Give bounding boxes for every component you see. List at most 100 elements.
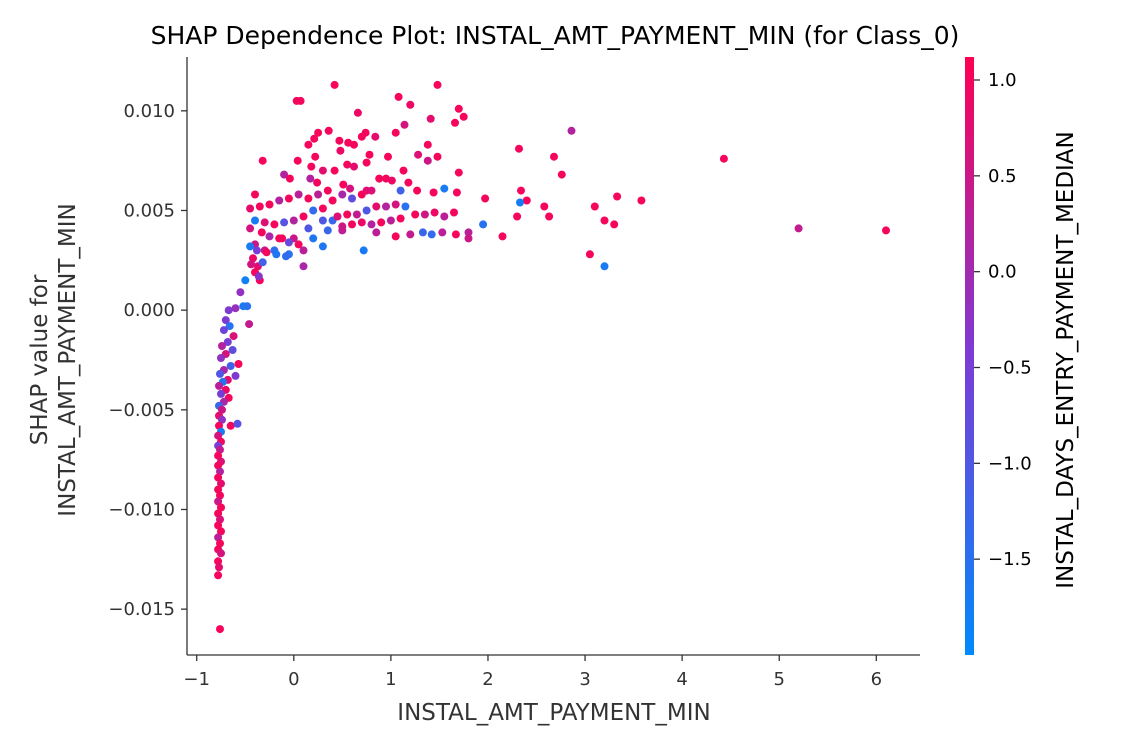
scatter-point-52 (306, 174, 315, 183)
scatter-point-15 (391, 128, 400, 137)
scatter-point-211 (217, 479, 225, 488)
scatter-point-49 (404, 178, 413, 187)
scatter-point-191 (217, 389, 225, 398)
scatter-point-4 (296, 96, 305, 105)
scatter-point-226 (214, 571, 223, 580)
scatter-point-62 (517, 186, 525, 195)
scatter-point-185 (216, 369, 224, 378)
scatter-point-75 (882, 226, 890, 235)
y-tick-label: 0.010 (123, 101, 175, 122)
scatter-point-113 (391, 200, 400, 209)
colorbar (965, 57, 974, 655)
scatter-point-152 (265, 232, 274, 241)
scatter-point-35 (362, 158, 371, 167)
scatter-point-11 (400, 120, 409, 129)
scatter-point-53 (313, 178, 322, 187)
scatter-point-219 (217, 527, 225, 536)
scatter-point-165 (254, 272, 263, 281)
scatter-point-67 (613, 192, 622, 201)
scatter-point-80 (464, 228, 473, 237)
scatter-point-115 (411, 210, 420, 219)
scatter-point-89 (372, 228, 381, 237)
scatter-point-195 (218, 405, 226, 414)
scatter-point-83 (438, 228, 447, 237)
scatter-point-227 (216, 625, 224, 634)
x-axis-label: INSTAL_AMT_PAYMENT_MIN (397, 700, 710, 726)
scatter-point-223 (217, 549, 225, 558)
scatter-point-13 (324, 126, 333, 135)
scatter-point-72 (600, 216, 609, 225)
scatter-point-33 (311, 152, 320, 161)
scatter-point-177 (223, 338, 232, 346)
scatter-point-148 (318, 204, 327, 213)
scatter-point-154 (284, 238, 293, 247)
scatter-point-45 (557, 170, 566, 179)
scatter-point-146 (299, 212, 308, 221)
scatter-point-218 (214, 521, 223, 530)
x-axis-ticks: −1 0 1 2 3 4 5 6 (183, 655, 882, 690)
scatter-point-112 (382, 202, 390, 211)
scatter-point-136 (284, 194, 293, 203)
scatter-point-176 (229, 332, 238, 341)
scatter-point-78 (498, 232, 507, 241)
scatter-point-71 (545, 212, 554, 221)
y-tick-label: 0.005 (123, 200, 175, 221)
scatter-point-14 (314, 128, 323, 137)
scatter-point-58 (413, 186, 422, 195)
scatter-point-61 (452, 188, 461, 197)
scatter-point-205 (216, 445, 224, 454)
scatter-point-30 (550, 152, 558, 161)
scatter-point-199 (226, 421, 235, 430)
scatter-point-135 (294, 190, 303, 199)
scatter-point-183 (226, 362, 235, 370)
scatter-point-86 (406, 230, 415, 239)
scatter-point-127 (328, 196, 337, 205)
scatter-point-208 (214, 461, 223, 470)
scatter-point-158 (262, 248, 271, 257)
scatter-point-202 (214, 431, 223, 440)
scatter-point-167 (236, 288, 245, 297)
colorbar-label: INSTAL_DAYS_ENTRY_PAYMENT_MEDIAN (1053, 131, 1079, 588)
x-tick-label: 5 (773, 669, 784, 690)
scatter-point-117 (430, 208, 439, 217)
scatter-point-27 (365, 150, 374, 159)
colorbar-ticks: 1.0 0.5 0.0 −0.5 −1.0 −1.5 (974, 70, 1032, 570)
scatter-point-114 (401, 202, 410, 211)
scatter-point-137 (275, 196, 284, 205)
scatter-point-77 (600, 262, 609, 271)
scatter-point-139 (255, 202, 264, 211)
scatter-point-107 (333, 212, 342, 221)
colorbar-tick-label: −1.0 (988, 453, 1032, 474)
chart-title: SHAP Dependence Plot: INSTAL_AMT_PAYMENT… (151, 21, 960, 50)
scatter-point-40 (330, 166, 339, 175)
scatter-point-213 (216, 491, 224, 500)
scatter-point-172 (224, 306, 233, 315)
scatter-point-145 (289, 216, 298, 225)
scatter-point-1 (433, 80, 442, 89)
scatter-point-46 (375, 174, 384, 183)
scatter-point-131 (367, 186, 376, 195)
scatter-point-0 (330, 80, 339, 89)
scatter-point-102 (318, 242, 327, 251)
scatter-point-82 (451, 230, 460, 239)
scatter-point-7 (353, 108, 362, 117)
scatter-point-12 (567, 126, 576, 135)
scatter-point-189 (215, 381, 223, 390)
scatter-point-125 (348, 220, 356, 229)
scatter-point-119 (450, 208, 458, 217)
scatter-point-162 (258, 258, 267, 267)
scatter-point-64 (522, 196, 531, 205)
scatter-point-108 (343, 210, 352, 219)
scatter-point-54 (339, 180, 348, 189)
scatter-point-159 (272, 250, 281, 259)
scatter-point-140 (246, 204, 255, 213)
y-tick-label: 0.000 (123, 300, 175, 321)
scatter-point-141 (251, 216, 259, 225)
x-tick-label: 3 (579, 669, 590, 690)
scatter-point-134 (304, 194, 313, 203)
scatter-point-186 (231, 371, 240, 380)
scatter-point-153 (275, 234, 284, 243)
scatter-point-151 (257, 228, 266, 237)
scatter-point-85 (418, 228, 427, 237)
